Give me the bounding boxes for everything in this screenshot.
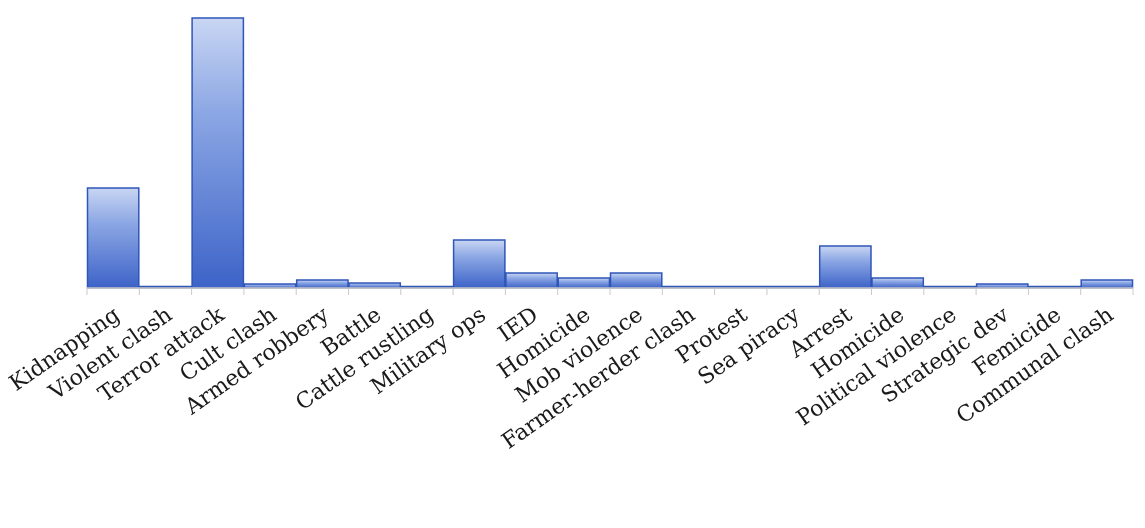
bars-group — [86, 17, 1134, 289]
bar-2 — [191, 17, 245, 289]
bar-7 — [452, 239, 506, 289]
bar-9 — [557, 277, 611, 289]
bar-15 — [871, 277, 925, 289]
bar-0 — [86, 187, 140, 289]
bar-14 — [818, 245, 872, 289]
bar-4 — [295, 279, 349, 289]
bar-10 — [609, 272, 663, 289]
x-axis-ticks — [86, 288, 1134, 295]
bar-19 — [1080, 279, 1134, 289]
bar-8 — [505, 272, 558, 289]
